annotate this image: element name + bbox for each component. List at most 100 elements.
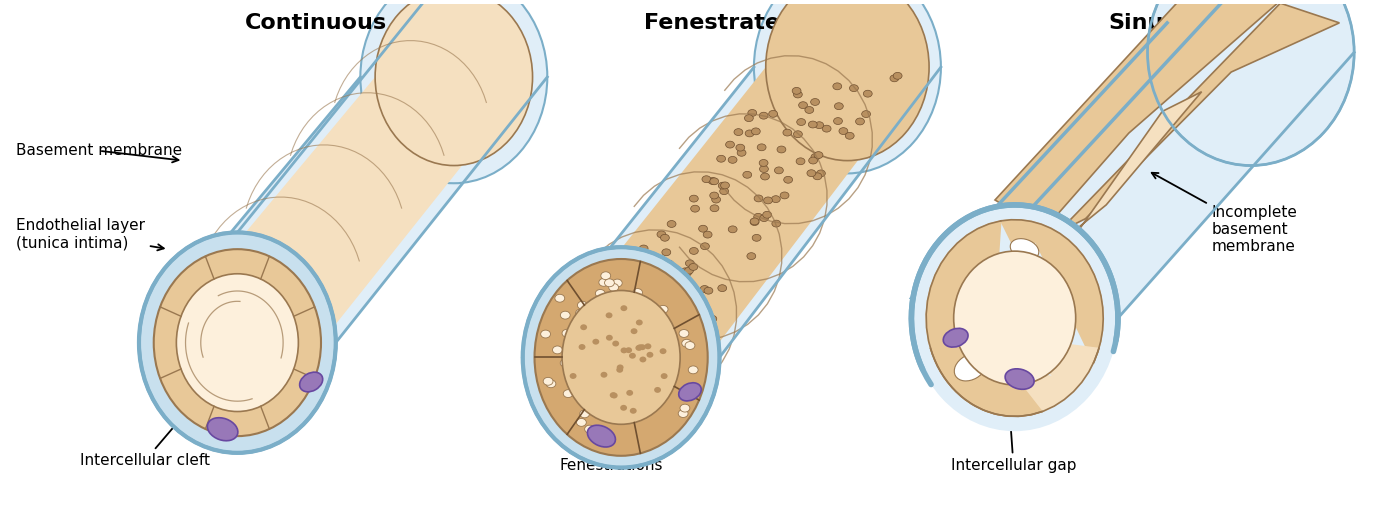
Ellipse shape (796, 158, 805, 165)
Ellipse shape (620, 347, 627, 353)
Text: Endothelial layer
(tunica intima): Endothelial layer (tunica intima) (17, 218, 164, 251)
Polygon shape (930, 338, 1098, 416)
Ellipse shape (540, 330, 550, 338)
Ellipse shape (710, 178, 719, 185)
Polygon shape (995, 0, 1299, 229)
Ellipse shape (576, 418, 586, 426)
Ellipse shape (633, 308, 642, 315)
Ellipse shape (646, 293, 655, 300)
Ellipse shape (605, 279, 615, 286)
Ellipse shape (748, 110, 757, 116)
Ellipse shape (710, 192, 718, 199)
Ellipse shape (631, 328, 638, 334)
Ellipse shape (813, 173, 821, 180)
Ellipse shape (664, 261, 674, 267)
Ellipse shape (688, 366, 699, 374)
Ellipse shape (580, 324, 587, 330)
Ellipse shape (668, 280, 677, 287)
Ellipse shape (630, 408, 637, 414)
Ellipse shape (752, 235, 761, 241)
Text: Fenestrations: Fenestrations (559, 357, 663, 473)
Polygon shape (139, 77, 371, 343)
Ellipse shape (794, 91, 802, 98)
Ellipse shape (609, 283, 619, 291)
Ellipse shape (628, 353, 635, 359)
Ellipse shape (893, 72, 903, 79)
Ellipse shape (1010, 239, 1039, 260)
Ellipse shape (655, 387, 661, 393)
Ellipse shape (678, 309, 686, 317)
Ellipse shape (700, 285, 710, 292)
Ellipse shape (601, 372, 608, 378)
Ellipse shape (546, 380, 555, 388)
Ellipse shape (668, 292, 677, 298)
Ellipse shape (856, 118, 864, 125)
Ellipse shape (562, 291, 681, 425)
Ellipse shape (743, 171, 751, 178)
Ellipse shape (661, 249, 671, 256)
Ellipse shape (769, 111, 777, 117)
Ellipse shape (553, 346, 562, 354)
Ellipse shape (657, 231, 666, 238)
Ellipse shape (1148, 0, 1355, 166)
Ellipse shape (635, 320, 642, 325)
Ellipse shape (761, 173, 769, 180)
Ellipse shape (561, 359, 570, 367)
Ellipse shape (590, 333, 598, 339)
Ellipse shape (849, 85, 858, 91)
Ellipse shape (809, 121, 817, 128)
Ellipse shape (631, 309, 639, 316)
Ellipse shape (750, 218, 759, 225)
Ellipse shape (593, 339, 599, 345)
Ellipse shape (176, 274, 299, 412)
Ellipse shape (610, 331, 620, 338)
Ellipse shape (633, 289, 642, 296)
Ellipse shape (579, 344, 586, 350)
Ellipse shape (759, 215, 769, 222)
Text: Basement membrane: Basement membrane (17, 143, 182, 162)
Ellipse shape (745, 130, 754, 137)
Ellipse shape (690, 205, 700, 212)
Ellipse shape (955, 353, 987, 381)
Ellipse shape (861, 111, 871, 117)
Ellipse shape (139, 233, 336, 453)
Text: Intercellular cleft: Intercellular cleft (80, 391, 209, 468)
Ellipse shape (584, 425, 594, 433)
Ellipse shape (595, 290, 605, 297)
Ellipse shape (708, 316, 717, 322)
Ellipse shape (759, 159, 768, 167)
Ellipse shape (207, 418, 238, 441)
Ellipse shape (750, 218, 759, 226)
Polygon shape (522, 67, 941, 358)
Ellipse shape (587, 425, 616, 447)
Ellipse shape (839, 128, 847, 134)
Ellipse shape (754, 195, 763, 202)
Ellipse shape (620, 405, 627, 411)
Ellipse shape (759, 112, 768, 119)
Ellipse shape (794, 131, 802, 138)
Ellipse shape (890, 75, 898, 82)
Polygon shape (911, 52, 1355, 318)
Ellipse shape (609, 341, 619, 348)
Ellipse shape (580, 410, 590, 418)
Ellipse shape (639, 357, 646, 362)
Ellipse shape (810, 99, 820, 105)
Ellipse shape (766, 0, 929, 160)
Ellipse shape (817, 170, 825, 177)
Ellipse shape (701, 176, 711, 183)
Ellipse shape (685, 279, 693, 285)
Ellipse shape (699, 225, 707, 232)
Ellipse shape (154, 249, 321, 436)
Ellipse shape (685, 260, 695, 267)
Ellipse shape (864, 90, 872, 97)
Ellipse shape (744, 115, 754, 121)
Ellipse shape (685, 267, 693, 274)
Ellipse shape (774, 167, 783, 174)
Ellipse shape (610, 392, 617, 399)
Ellipse shape (911, 205, 1118, 431)
Ellipse shape (685, 312, 693, 319)
Ellipse shape (763, 197, 773, 204)
Ellipse shape (609, 392, 616, 398)
Ellipse shape (653, 266, 663, 273)
Ellipse shape (576, 309, 586, 317)
